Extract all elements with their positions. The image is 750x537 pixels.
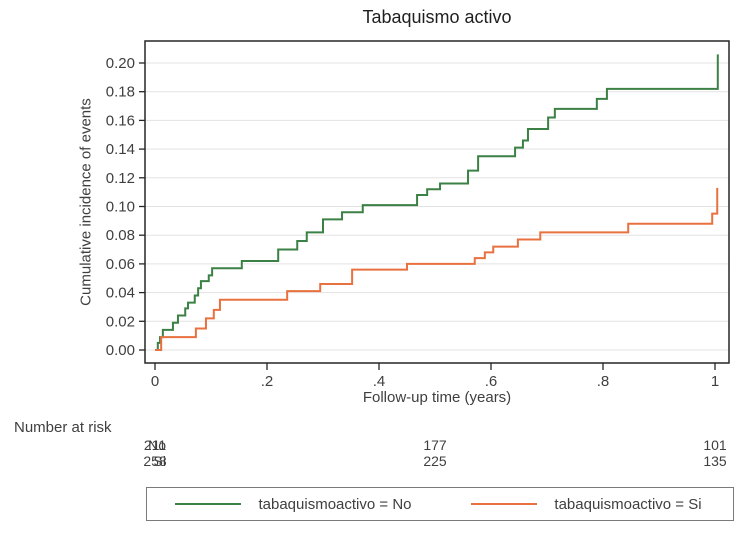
y-tick-label: 0.14 (106, 141, 135, 158)
chart-title: Tabaquismo activo (362, 7, 512, 27)
x-tick-label: 0 (151, 373, 159, 390)
y-axis-label: Cumulative incidence of events (77, 98, 95, 306)
series-line-no (155, 54, 719, 351)
legend-entry-si: tabaquismoactivo = Si (440, 496, 733, 513)
legend-line-sample-no (175, 502, 242, 506)
risk-count: 135 (703, 453, 727, 469)
legend-line-sample-si (471, 502, 538, 506)
x-axis-label: Follow-up time (years) (362, 389, 512, 406)
risk-count: 225 (423, 453, 447, 469)
x-tick-label: .8 (597, 373, 610, 390)
y-tick-label: 0.16 (106, 112, 135, 129)
legend-label-no: tabaquismoactivo = No (258, 495, 412, 513)
y-tick-label: 0.08 (106, 227, 135, 244)
y-tick-label: 0.00 (106, 342, 135, 359)
risk-count: 211 (143, 437, 167, 453)
y-tick-label: 0.04 (106, 285, 135, 302)
y-tick-label: 0.02 (106, 313, 135, 330)
x-tick-label: .2 (261, 373, 274, 390)
x-tick-label: 1 (711, 373, 719, 390)
number-at-risk-heading: Number at risk (14, 419, 112, 436)
y-tick-label: 0.06 (106, 256, 135, 273)
y-tick-label: 0.10 (106, 199, 135, 216)
risk-count: 177 (423, 437, 447, 453)
y-tick-label: 0.12 (106, 170, 135, 187)
risk-row-label-no: No (148, 437, 166, 453)
risk-count: 101 (703, 437, 727, 453)
plot-frame (144, 40, 730, 364)
legend: tabaquismoactivo = No tabaquismoactivo =… (146, 487, 734, 521)
x-tick-label: .6 (485, 373, 498, 390)
series-line-si (155, 187, 719, 351)
legend-entry-no: tabaquismoactivo = No (147, 496, 440, 513)
x-tick-label: .4 (373, 373, 386, 390)
y-tick-label: 0.20 (106, 55, 135, 72)
risk-row-label-si: Si (153, 453, 166, 469)
y-tick-label: 0.18 (106, 84, 135, 101)
plot-area: 0.00 0.02 0.04 0.06 0.08 0.10 0.12 0.14 0.16 0.18… (106, 40, 730, 390)
legend-label-si: tabaquismoactivo = Si (554, 495, 702, 513)
risk-count: 258 (143, 453, 167, 469)
